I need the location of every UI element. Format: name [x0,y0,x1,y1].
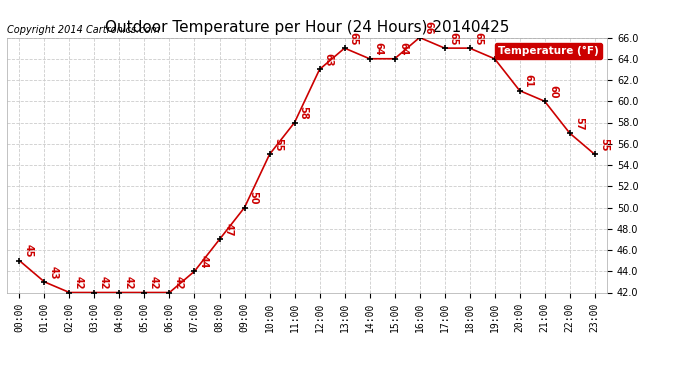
Text: Copyright 2014 Cartronics.com: Copyright 2014 Cartronics.com [7,25,160,35]
Text: 58: 58 [299,106,308,120]
Legend: Temperature (°F): Temperature (°F) [495,43,602,59]
Text: 42: 42 [148,276,159,290]
Text: 65: 65 [474,32,484,45]
Text: 50: 50 [248,191,259,205]
Text: 65: 65 [348,32,359,45]
Text: 63: 63 [324,53,334,67]
Text: 64: 64 [499,42,509,56]
Text: 45: 45 [23,244,34,258]
Text: 42: 42 [74,276,83,290]
Text: 42: 42 [99,276,108,290]
Text: 47: 47 [224,223,234,237]
Title: Outdoor Temperature per Hour (24 Hours) 20140425: Outdoor Temperature per Hour (24 Hours) … [105,20,509,35]
Text: 61: 61 [524,74,534,88]
Text: 42: 42 [124,276,134,290]
Text: 55: 55 [599,138,609,152]
Text: 64: 64 [399,42,408,56]
Text: 55: 55 [274,138,284,152]
Text: 66: 66 [424,21,434,35]
Text: 65: 65 [448,32,459,45]
Text: 60: 60 [549,85,559,99]
Text: 57: 57 [574,117,584,130]
Text: 42: 42 [174,276,184,290]
Text: 64: 64 [374,42,384,56]
Text: 43: 43 [48,266,59,279]
Text: 44: 44 [199,255,208,268]
